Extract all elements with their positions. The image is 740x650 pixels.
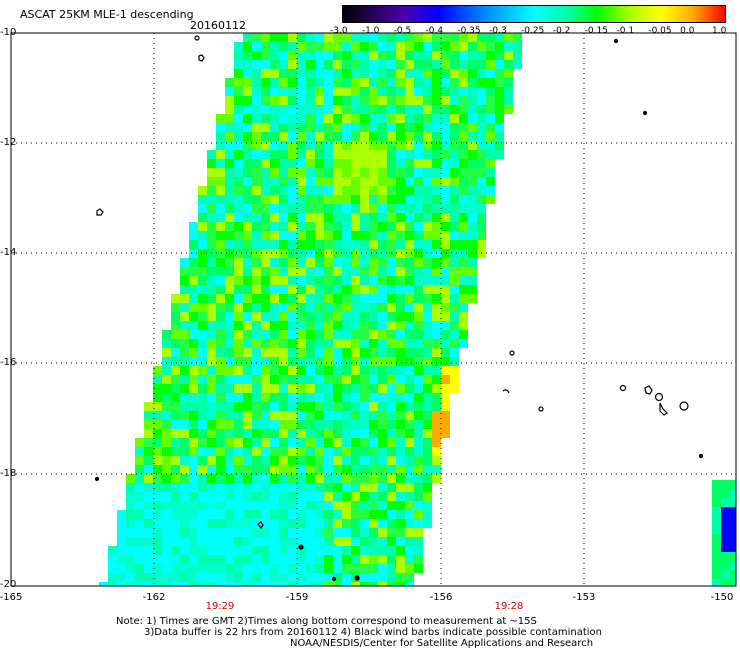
x-label-153: -153: [572, 592, 596, 603]
note-line-1: Note: 1) Times are GMT 2)Times along bot…: [116, 616, 537, 627]
note-line-3: NOAA/NESDIS/Center for Satellite Applica…: [290, 638, 594, 649]
colorbar-label: -0.1: [616, 26, 635, 36]
colorbar-label: -0.05: [648, 26, 672, 36]
y-label-16: -16: [0, 357, 17, 368]
colorbar-label: -0.5: [393, 26, 412, 36]
y-label-18: -18: [0, 468, 17, 479]
map-title: ASCAT 25KM MLE-1 descending: [20, 8, 194, 21]
colorbar-label: -0.4: [425, 26, 444, 36]
grid-lines: [11, 33, 736, 586]
colorbar-gradient: [343, 6, 725, 22]
y-label-12: -12: [0, 137, 17, 148]
y-label-14: -14: [0, 247, 17, 258]
colorbar-label: 0.0: [680, 26, 695, 36]
x-label-150: -150: [710, 592, 734, 603]
x-label-162: -162: [142, 592, 166, 603]
colorbar-label: -0.25: [521, 26, 545, 36]
time-label-1: 19:29: [205, 601, 235, 612]
x-label-156: -156: [429, 592, 453, 603]
colorbar-label: -0.15: [584, 26, 608, 36]
x-label-159: -159: [285, 592, 309, 603]
colorbar: [342, 5, 726, 23]
colorbar-label: -1.0: [361, 26, 380, 36]
colorbar-label: 1.0: [712, 26, 727, 36]
note-line-2: 3)Data buffer is 22 hrs from 20160112 4)…: [144, 627, 602, 638]
colorbar-label: -0.2: [552, 26, 571, 36]
colorbar-label: -0.3: [489, 26, 507, 36]
colorbar-label: -0.35: [457, 26, 481, 36]
wind-swath-edge: [712, 480, 736, 586]
colorbar-label: -3.0: [330, 26, 348, 36]
y-label-20: -20: [0, 579, 17, 590]
x-label-165: -165: [0, 592, 23, 603]
time-label-2: 19:28: [494, 601, 524, 612]
coastline-islands: [94, 35, 704, 582]
y-label-10: -10: [0, 27, 17, 38]
map-date: 20160112: [190, 19, 246, 32]
plot-frame: [10, 32, 737, 587]
wind-swath: [99, 33, 522, 586]
